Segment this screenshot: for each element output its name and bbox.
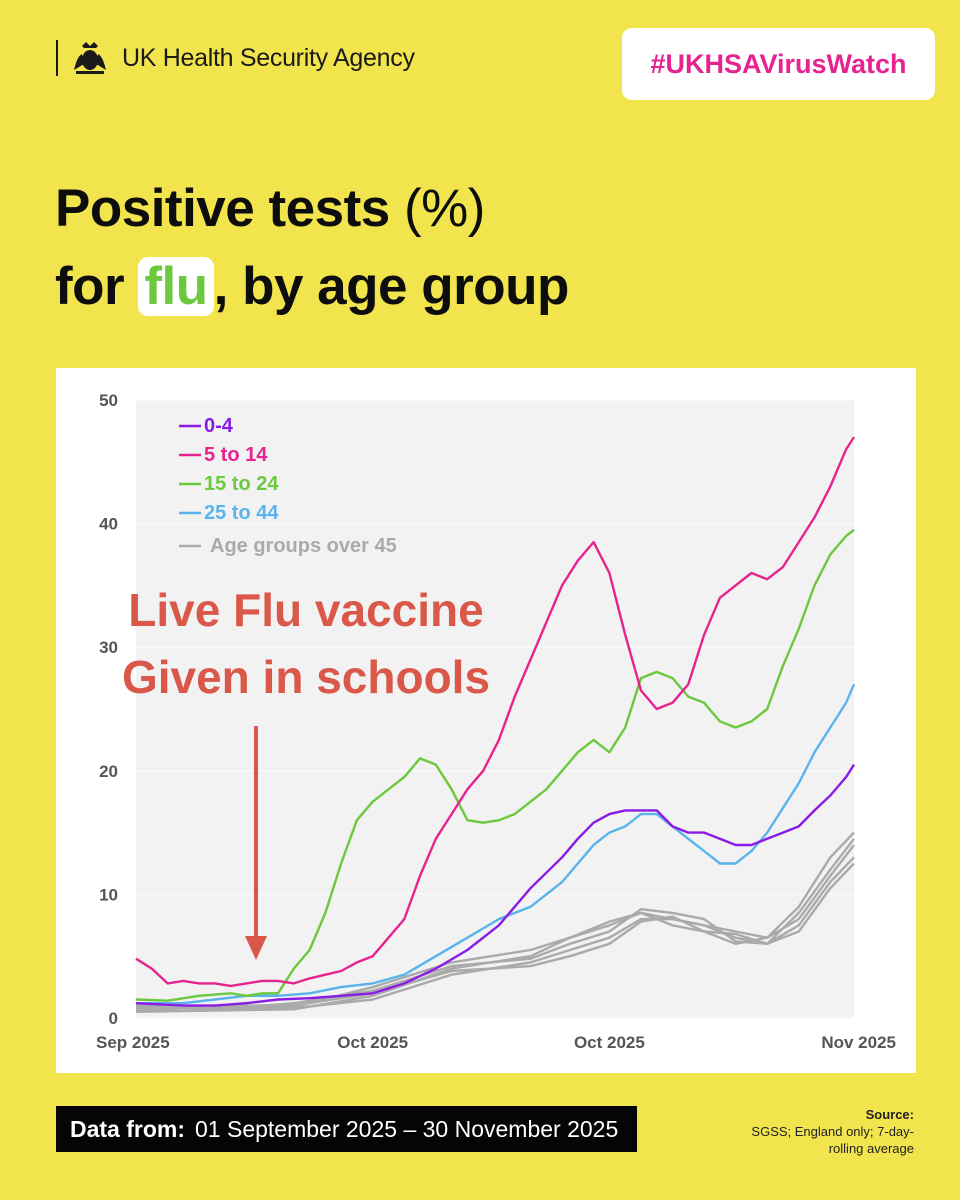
legend-label: Age groups over 45 — [210, 535, 397, 557]
y-tick-label: 30 — [99, 638, 118, 657]
title-line-1: Positive tests (%) — [55, 170, 569, 248]
brand-divider — [56, 40, 58, 76]
legend-label: 15 to 24 — [204, 473, 279, 495]
title-bold-text: Positive tests — [55, 179, 390, 238]
data-range-label: Data from: — [70, 1115, 186, 1142]
source-label: Source: — [865, 1107, 914, 1122]
series-line — [136, 856, 855, 1007]
series-line — [135, 763, 856, 1007]
source-line-1: SGSS; England only; 7-day- — [751, 1124, 914, 1139]
legend-label: 0-4 — [204, 415, 234, 437]
hashtag-badge: #UKHSAVirusWatch — [622, 28, 935, 100]
y-tick-label: 10 — [99, 885, 118, 904]
y-tick-label: 40 — [99, 515, 118, 534]
series-line — [135, 528, 855, 1002]
x-tick-label: Nov 2025 — [821, 1033, 896, 1052]
y-tick-label: 50 — [99, 391, 118, 410]
annotation-line-2: Given in schools — [122, 651, 490, 703]
page-title: Positive tests (%) for flu, by age group — [55, 170, 569, 326]
title-line-2: for flu, by age group — [55, 248, 569, 326]
title-unit: (%) — [389, 179, 485, 238]
annotation-line-1: Live Flu vaccine — [128, 584, 483, 636]
agency-brand: UK Health Security Agency — [56, 40, 415, 76]
agency-name: UK Health Security Agency — [122, 43, 415, 72]
y-tick-label: 0 — [109, 1009, 118, 1028]
royal-crest-icon — [74, 42, 106, 74]
flu-highlight: flu — [138, 257, 214, 316]
chart-panel: 0 10 20 30 40 50 Sep 2025 Oct 2025 Oct 2025 Nov 2… — [56, 368, 916, 1073]
y-tick-label: 20 — [99, 762, 118, 781]
series-line — [136, 683, 856, 1005]
legend-label: 5 to 14 — [204, 444, 268, 466]
legend-label: 25 to 44 — [204, 502, 279, 524]
x-tick-label: Oct 2025 — [337, 1033, 408, 1052]
data-range-bar: Data from: 01 September 2025 – 30 Novemb… — [56, 1106, 637, 1152]
title-suffix: , by age group — [213, 257, 570, 316]
title-prefix: for — [55, 257, 139, 316]
annotation-arrow-head — [245, 936, 267, 960]
series-line — [135, 436, 856, 988]
x-tick-label: Sep 2025 — [96, 1033, 170, 1052]
source-note: Source: SGSS; England only; 7-day- rolli… — [694, 1106, 914, 1157]
x-tick-label: Oct 2025 — [574, 1033, 645, 1052]
data-range-value: 01 September 2025 – 30 November 2025 — [195, 1115, 619, 1142]
source-line-2: rolling average — [828, 1141, 914, 1156]
line-chart: 0 10 20 30 40 50 Sep 2025 Oct 2025 Oct 2025 Nov 2… — [96, 391, 896, 1052]
